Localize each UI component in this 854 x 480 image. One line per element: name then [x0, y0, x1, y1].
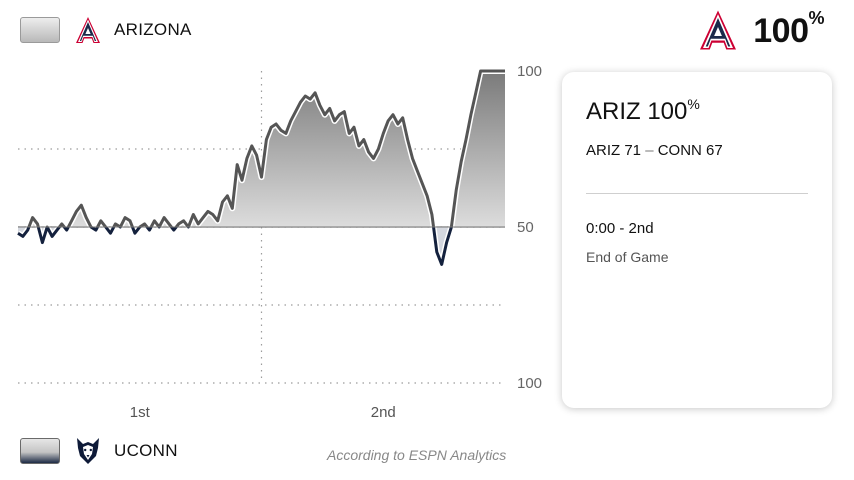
score-away: CONN 67	[657, 142, 723, 159]
game-status: End of Game	[586, 249, 669, 265]
uconn-color-swatch	[20, 438, 60, 464]
legend-uconn: UCONN	[20, 437, 178, 465]
arizona-a-logo-icon	[74, 16, 102, 44]
legend-arizona: ARIZONA	[20, 16, 192, 44]
card-score: ARIZ 71 – CONN 67	[586, 142, 808, 159]
score-home: ARIZ 71	[586, 142, 642, 159]
winner-percent: 100%	[753, 8, 824, 50]
area-above-50	[18, 71, 505, 227]
score-separator: –	[645, 142, 654, 159]
x-tick-label: 2nd	[371, 404, 396, 421]
uconn-husky-logo-icon	[74, 437, 102, 465]
arizona-color-swatch	[20, 17, 60, 43]
card-title: ARIZ 100%	[586, 96, 700, 125]
game-info-card: ARIZ 100% ARIZ 71 – CONN 67 0:00 - 2nd E…	[562, 72, 832, 408]
source-note: According to ESPN Analytics	[327, 447, 507, 463]
series-line-arizona	[27, 69, 505, 227]
game-clock: 0:00 - 2nd	[586, 220, 654, 237]
y-tick-label: 50	[517, 219, 534, 236]
arizona-a-logo-icon	[697, 9, 739, 51]
x-tick-label: 1st	[130, 404, 151, 421]
team-name-uconn: UCONN	[114, 441, 178, 460]
y-tick-label: 100	[517, 375, 542, 392]
win-probability-chart: 100 50 100 1st 2nd	[16, 63, 542, 421]
win-probability-header: 100%	[683, 8, 824, 51]
team-name-arizona: ARIZONA	[114, 20, 192, 39]
y-tick-label: 100	[517, 63, 542, 80]
card-divider	[586, 193, 808, 194]
